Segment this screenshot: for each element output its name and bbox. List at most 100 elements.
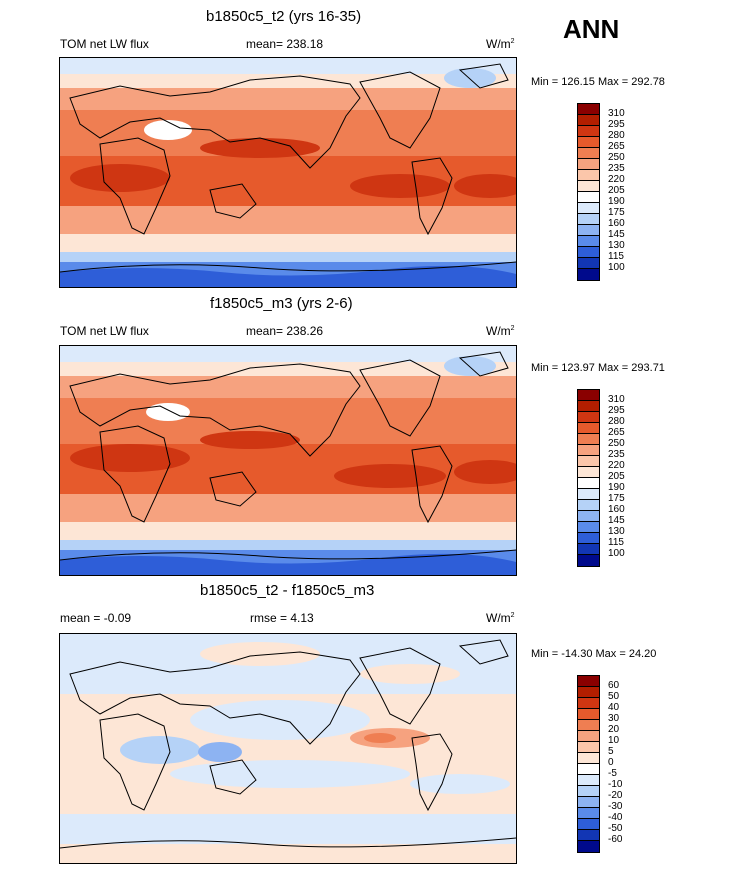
colorbar-tick: 220: [608, 174, 625, 185]
season-label: ANN: [563, 14, 620, 44]
colorbar-tick: 280: [608, 416, 625, 427]
colorbar-tick: 60: [608, 680, 620, 691]
colorbar-tick: -10: [608, 779, 623, 790]
colorbar-tick: 0: [608, 757, 614, 768]
colorbar-tick: 50: [608, 691, 620, 702]
panel-3-map: [59, 633, 517, 864]
colorbar-segment: [578, 159, 599, 170]
colorbar-segment: [578, 390, 599, 401]
colorbar-segment: [578, 489, 599, 500]
colorbar-tick: 115: [608, 251, 624, 262]
colorbar-tick: 145: [608, 229, 625, 240]
colorbar-segment: [578, 709, 599, 720]
colorbar-tick: 130: [608, 240, 625, 251]
colorbar-segment: [578, 269, 599, 280]
panel-3-minmax: Min = -14.30 Max = 24.20: [531, 648, 657, 660]
colorbar-segment: [578, 720, 599, 731]
colorbar-tick: 160: [608, 504, 625, 515]
colorbar-tick: 220: [608, 460, 625, 471]
panel-3-map-field: [60, 634, 516, 863]
panel-2-map: [59, 345, 517, 576]
colorbar-segment: [578, 434, 599, 445]
colorbar-tick: 235: [608, 449, 625, 460]
colorbar-tick: 295: [608, 405, 625, 416]
colorbar-tick: 265: [608, 141, 625, 152]
colorbar-segment: [578, 137, 599, 148]
colorbar-segment: [578, 819, 599, 830]
panel-2-mean-label: mean= 238.26: [246, 324, 324, 338]
panel-3-mean-label: mean = -0.09: [60, 611, 132, 625]
colorbar-tick: 115: [608, 537, 624, 548]
colorbar-tick: 295: [608, 119, 625, 130]
colorbar-tick: -60: [608, 834, 623, 845]
panel-2-variable-label: TOM net LW flux: [60, 324, 149, 338]
colorbar-tick: 190: [608, 482, 625, 493]
colorbar-segment: [578, 104, 599, 115]
panel-2-map-field: [60, 346, 516, 575]
colorbar-segment: [578, 401, 599, 412]
colorbar-tick: 250: [608, 152, 625, 163]
colorbar-tick: 280: [608, 130, 625, 141]
colorbar-segment: [578, 456, 599, 467]
colorbar-segment: [578, 236, 599, 247]
colorbar-segment: [578, 522, 599, 533]
colorbar-tick: 205: [608, 185, 625, 196]
colorbar-segment: [578, 753, 599, 764]
colorbar-tick: 20: [608, 724, 620, 735]
colorbar-segment: [578, 126, 599, 137]
colorbar-tick: 310: [608, 108, 625, 119]
colorbar-segment: [578, 764, 599, 775]
colorbar-segment: [578, 181, 599, 192]
colorbar-segment: [578, 786, 599, 797]
colorbar-segment: [578, 203, 599, 214]
colorbar-segment: [578, 247, 599, 258]
colorbar-segment: [578, 841, 599, 852]
panel-1-units: W/m2: [486, 37, 515, 51]
panel-1-minmax: Min = 126.15 Max = 292.78: [531, 76, 665, 88]
colorbar-segment: [578, 698, 599, 709]
colorbar-tick: 5: [608, 746, 614, 757]
colorbar-tick: 190: [608, 196, 625, 207]
colorbar-segment: [578, 687, 599, 698]
colorbar-segment: [578, 423, 599, 434]
colorbar-tick: 145: [608, 515, 625, 526]
colorbar-tick: 130: [608, 526, 625, 537]
colorbar-tick: 100: [608, 262, 625, 273]
colorbar-tick: 205: [608, 471, 625, 482]
colorbar-tick: -20: [608, 790, 623, 801]
colorbar-segment: [578, 170, 599, 181]
colorbar-segment: [578, 533, 599, 544]
colorbar-tick: -30: [608, 801, 623, 812]
colorbar-segment: [578, 797, 599, 808]
colorbar-segment: [578, 412, 599, 423]
panel-1-mean-label: mean= 238.18: [246, 37, 324, 51]
colorbar-segment: [578, 445, 599, 456]
colorbar-segment: [578, 500, 599, 511]
colorbar-segment: [578, 808, 599, 819]
colorbar-tick: 235: [608, 163, 625, 174]
colorbar-segment: [578, 225, 599, 236]
panel-1-variable-label: TOM net LW flux: [60, 37, 149, 51]
colorbar-segment: [578, 192, 599, 203]
panel-3-units: W/m2: [486, 611, 515, 625]
colorbar-segment: [578, 731, 599, 742]
colorbar-tick: 265: [608, 427, 625, 438]
colorbar-segment: [578, 544, 599, 555]
panel-1-title: b1850c5_t2 (yrs 16-35): [206, 8, 362, 25]
colorbar-segment: [578, 775, 599, 786]
panel-1-map: [59, 57, 517, 288]
colorbar-segment: [578, 467, 599, 478]
panel-1-colorbar: [577, 103, 600, 281]
panel-2-colorbar: [577, 389, 600, 567]
panel-1-map-field: [60, 58, 516, 287]
colorbar-segment: [578, 214, 599, 225]
panel-2-title: f1850c5_m3 (yrs 2-6): [210, 295, 353, 312]
colorbar-tick: 100: [608, 548, 625, 559]
panel-2-minmax: Min = 123.97 Max = 293.71: [531, 362, 665, 374]
colorbar-tick: 175: [608, 493, 625, 504]
colorbar-tick: -40: [608, 812, 623, 823]
colorbar-segment: [578, 555, 599, 566]
colorbar-segment: [578, 676, 599, 687]
colorbar-tick: 40: [608, 702, 620, 713]
colorbar-segment: [578, 148, 599, 159]
